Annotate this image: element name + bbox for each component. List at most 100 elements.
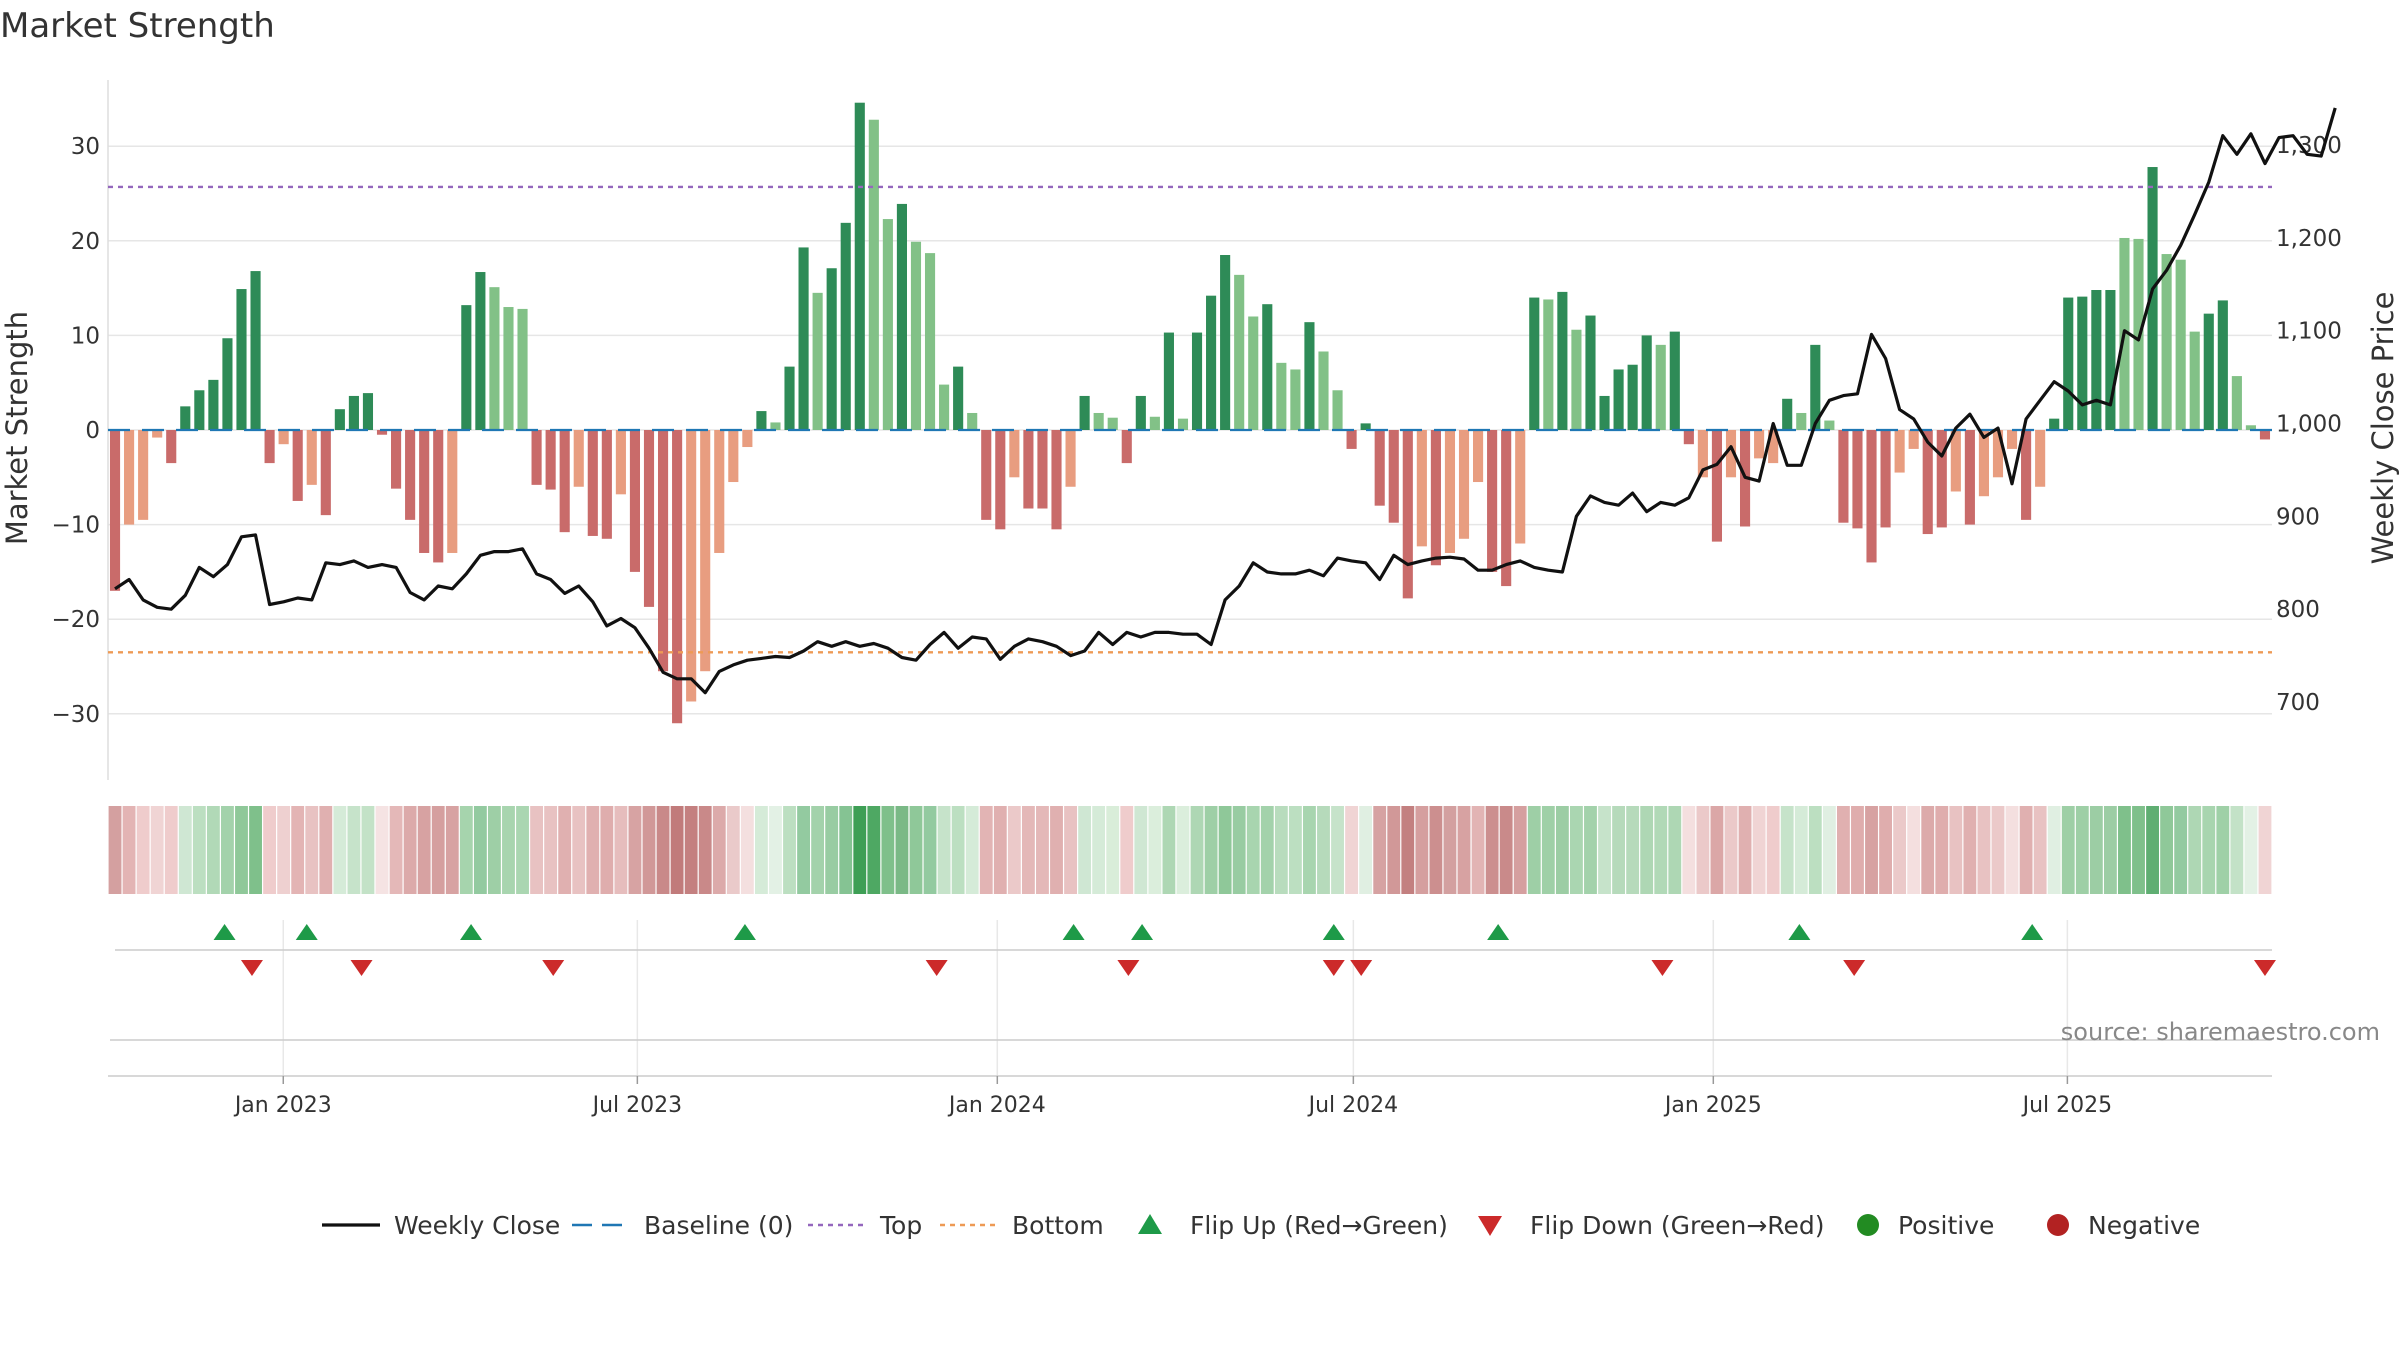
strength-bar — [1669, 331, 1680, 430]
heat-cell — [473, 806, 487, 894]
strength-bar — [1936, 430, 1947, 528]
heat-cell — [1668, 806, 1682, 894]
strength-bar — [826, 268, 837, 430]
heat-cell — [1345, 806, 1359, 894]
strength-bar — [686, 430, 697, 702]
heat-cell — [1471, 806, 1485, 894]
strength-bar — [334, 409, 345, 430]
flip-down-marker — [1117, 960, 1140, 976]
strength-bar — [1093, 412, 1104, 430]
heat-cell — [1036, 806, 1049, 894]
strength-bar — [109, 430, 121, 591]
heat-cell — [1977, 806, 1991, 894]
strength-bar — [1571, 329, 1582, 430]
legend-item: Positive — [1857, 1211, 1994, 1240]
strength-bar — [1655, 344, 1666, 430]
strength-bar — [601, 430, 612, 539]
strength-bar — [1613, 369, 1624, 430]
flip-down-marker — [542, 960, 565, 976]
strength-bar — [1107, 417, 1118, 430]
strength-bar — [503, 307, 514, 430]
strength-bar — [939, 384, 950, 430]
strength-bar — [854, 102, 865, 431]
strength-bar — [292, 430, 303, 501]
legend-label: Baseline (0) — [644, 1211, 793, 1240]
strength-bar — [1191, 332, 1203, 430]
heat-cell — [445, 806, 459, 894]
strength-bar — [2203, 313, 2214, 430]
strength-bar — [1866, 430, 1877, 563]
heat-cell — [544, 806, 558, 894]
heat-cell — [1232, 806, 1246, 894]
strength-bar — [896, 203, 907, 430]
heat-cell — [1499, 806, 1513, 894]
legend-triangle-down — [1478, 1216, 1502, 1236]
x-tick-label: Jul 2023 — [591, 1093, 683, 1118]
y-tick-label: 20 — [71, 229, 100, 255]
flip-down-marker — [1843, 960, 1866, 976]
heat-cell — [2160, 806, 2174, 894]
strength-bar — [1121, 430, 1132, 464]
heat-cell — [122, 806, 136, 894]
strength-bar — [2175, 259, 2186, 430]
heat-cell — [1387, 806, 1401, 894]
heat-cell — [923, 806, 937, 894]
heat-cell — [2174, 806, 2188, 894]
heat-cell — [1570, 806, 1583, 894]
heat-cell — [825, 806, 839, 894]
strength-bar — [1248, 316, 1259, 430]
heat-cell — [1808, 806, 1822, 894]
heat-cell — [2075, 806, 2089, 894]
legend-item: Baseline (0) — [572, 1211, 793, 1240]
strength-bar — [2259, 430, 2271, 440]
strength-bar — [250, 271, 261, 430]
strength-bar — [1515, 430, 1526, 544]
heat-cell — [1162, 806, 1176, 894]
strength-bar — [376, 430, 388, 435]
strength-bar — [1529, 297, 1540, 430]
strength-bar — [784, 366, 795, 430]
strength-bar — [840, 222, 851, 430]
flip-markers — [110, 924, 2276, 1041]
strength-bar — [166, 430, 177, 464]
heat-cell — [1851, 806, 1864, 894]
strength-bar — [2063, 297, 2074, 430]
x-tick-label: Jul 2024 — [1307, 1093, 1399, 1118]
heat-cell — [628, 806, 642, 894]
heat-cell — [221, 806, 234, 894]
strength-bar — [756, 411, 767, 430]
strength-bar — [419, 430, 430, 553]
heat-cell — [656, 806, 670, 894]
strength-bar — [573, 430, 584, 487]
heat-cell — [881, 806, 895, 894]
strength-bar — [1585, 315, 1596, 430]
heat-cell — [361, 806, 375, 894]
strength-bar — [264, 430, 275, 464]
strength-bar — [517, 308, 528, 430]
strength-bar — [2006, 430, 2018, 449]
strength-bar — [953, 366, 964, 430]
strength-bar — [1065, 430, 1076, 487]
heat-cell — [1021, 806, 1035, 894]
strength-bar — [629, 430, 641, 572]
strength-bar — [1557, 291, 1568, 430]
legend-label: Top — [879, 1211, 922, 1240]
strength-bar — [728, 430, 739, 483]
source-credit: source: sharemaestro.com — [2061, 1018, 2380, 1046]
legend-label: Weekly Close — [394, 1211, 560, 1240]
heat-cell — [1879, 806, 1892, 894]
heat-cell — [895, 806, 909, 894]
strength-bar — [1346, 430, 1357, 449]
heat-cell — [684, 806, 698, 894]
heat-cell — [502, 806, 515, 894]
strength-bar — [1276, 362, 1287, 430]
strength-bar — [1332, 390, 1343, 430]
strength-bar — [812, 292, 823, 430]
heat-cell — [1626, 806, 1640, 894]
strength-bar — [1388, 430, 1399, 523]
strength-bar — [967, 412, 978, 430]
heat-cell — [2033, 806, 2047, 894]
strength-bar — [868, 119, 879, 430]
heat-cell — [516, 806, 529, 894]
heat-cell — [2258, 806, 2272, 894]
